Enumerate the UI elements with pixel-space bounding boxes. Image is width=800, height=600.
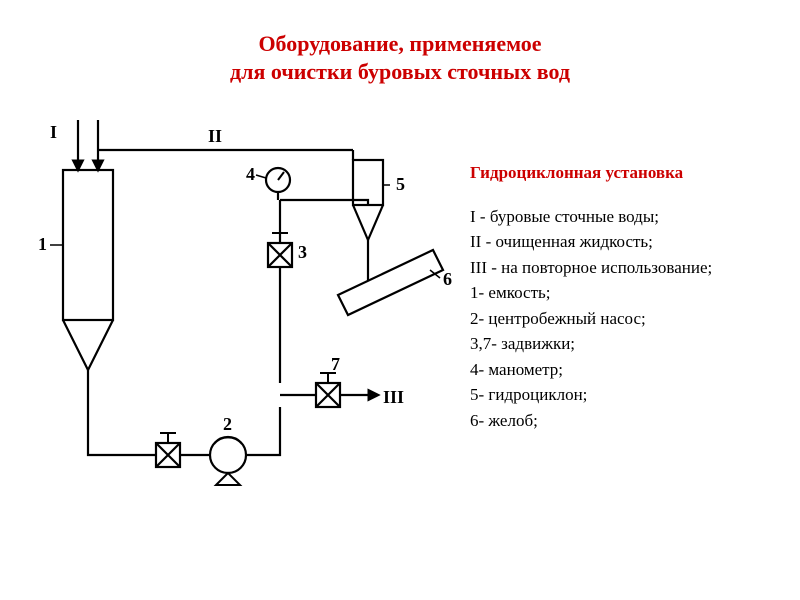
label-5: 5 (396, 174, 405, 194)
label-4: 4 (246, 164, 255, 184)
chute-node (338, 240, 443, 315)
label-2: 2 (223, 414, 232, 434)
legend-item: 2- центробежный насос; (470, 306, 780, 332)
leader-lines (50, 175, 440, 278)
label-1: 1 (38, 234, 47, 254)
title-line-1: Оборудование, применяемое (258, 31, 541, 56)
legend-item: I - буровые сточные воды; (470, 204, 780, 230)
tank-node (63, 170, 113, 370)
pipes (78, 120, 378, 455)
page-title: Оборудование, применяемое для очистки бу… (0, 30, 800, 85)
legend-item: 4- манометр; (470, 357, 780, 383)
label-II: II (208, 126, 222, 146)
label-I: I (50, 122, 57, 142)
label-6: 6 (443, 269, 452, 289)
label-7: 7 (331, 354, 340, 374)
legend-item: 5- гидроциклон; (470, 382, 780, 408)
manometer-node (266, 168, 290, 192)
title-line-2: для очистки буровых сточных вод (230, 59, 570, 84)
legend-item: 3,7- задвижки; (470, 331, 780, 357)
pump-node (210, 437, 246, 485)
legend-item: III - на повторное использование; (470, 255, 780, 281)
legend-panel: Гидроциклонная установка I - буровые сто… (470, 160, 780, 433)
legend-title: Гидроциклонная установка (470, 160, 780, 186)
valve-bottom-node (156, 433, 180, 467)
hydrocyclone-diagram: I II III 1 2 3 4 5 6 7 (28, 120, 458, 510)
legend-item: 1- емкость; (470, 280, 780, 306)
label-3: 3 (298, 242, 307, 262)
valve-7-node (316, 373, 340, 407)
legend-item: II - очищенная жидкость; (470, 229, 780, 255)
legend-item: 6- желоб; (470, 408, 780, 434)
label-III: III (383, 387, 404, 407)
